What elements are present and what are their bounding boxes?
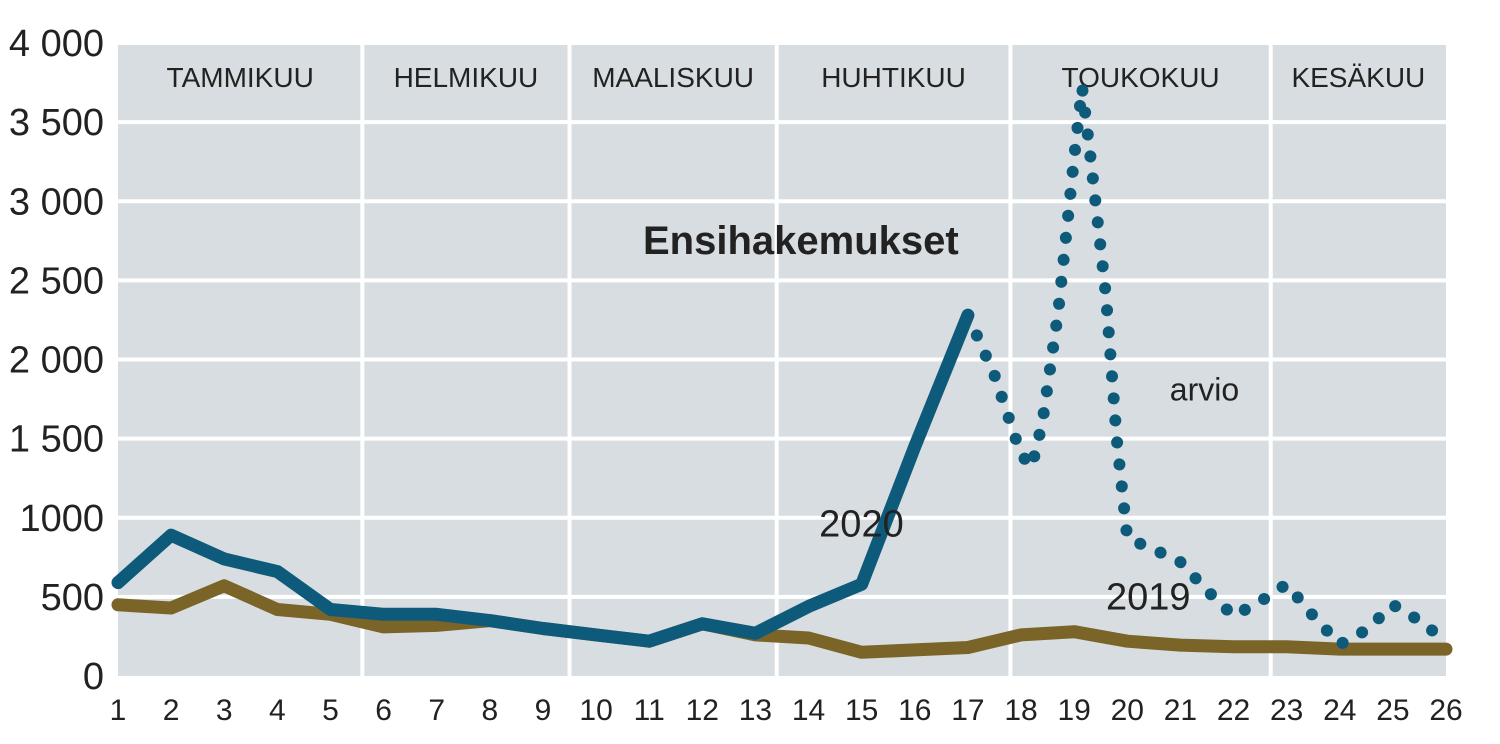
series-2020-line: [111, 308, 975, 648]
month-label-1: HELMIKUU: [394, 62, 539, 93]
y-tick-3000: 3 000: [9, 181, 104, 223]
x-tick-4: 4: [269, 694, 286, 727]
annotation-2019: 2019: [1106, 577, 1191, 619]
x-tick-12: 12: [686, 694, 719, 727]
x-tick-25: 25: [1376, 694, 1409, 727]
month-label-3: HUHTIKUU: [821, 62, 966, 93]
x-tick-9: 9: [535, 694, 552, 727]
x-tick-21: 21: [1164, 694, 1197, 727]
x-tick-6: 6: [375, 694, 392, 727]
x-tick-11: 11: [634, 694, 665, 727]
month-separators: [360, 43, 1273, 676]
y-tick-500: 500: [41, 577, 104, 619]
x-tick-23: 23: [1270, 694, 1303, 727]
y-tick-2500: 2 500: [9, 260, 104, 302]
x-tick-2: 2: [163, 694, 180, 727]
month-label-2: MAALISKUU: [592, 62, 754, 93]
x-tick-16: 16: [898, 694, 931, 727]
x-tick-1: 1: [110, 694, 127, 727]
x-tick-19: 19: [1057, 694, 1090, 727]
y-tick-4000: 4 000: [9, 23, 104, 65]
y-tick-0: 0: [83, 656, 104, 698]
month-label-0: TAMMIKUU: [167, 62, 314, 93]
chart-title: Ensihakemukset: [643, 219, 959, 263]
x-tick-labels: 1 2 3 4 5 6 7 8 9 10 11 12 13 14 15 16 17 18 19 20 21 22 23 24 2…: [110, 694, 1463, 727]
y-tick-1500: 1 500: [9, 419, 104, 461]
annotations: 2020 2019 arvio: [819, 372, 1239, 619]
series-arvio-line: [961, 81, 1452, 651]
series-layer: [111, 81, 1453, 659]
horizontal-gridlines: [118, 41, 1446, 599]
y-tick-labels: 0 500 1000 1 500 2 000 2 500 3 000 3 500 4 000: [9, 23, 104, 698]
x-tick-13: 13: [739, 694, 772, 727]
x-tick-18: 18: [1004, 694, 1037, 727]
x-tick-26: 26: [1429, 694, 1462, 727]
annotation-arvio: arvio: [1170, 372, 1239, 408]
x-tick-22: 22: [1217, 694, 1250, 727]
x-tick-5: 5: [322, 694, 339, 727]
annotation-2020: 2020: [819, 504, 904, 546]
x-tick-14: 14: [792, 694, 825, 727]
x-tick-10: 10: [579, 694, 612, 727]
x-tick-24: 24: [1323, 694, 1356, 727]
x-tick-17: 17: [951, 694, 984, 727]
month-label-5: KESÄKUU: [1291, 62, 1425, 93]
y-tick-3500: 3 500: [9, 102, 104, 144]
x-tick-7: 7: [428, 694, 445, 727]
x-tick-8: 8: [481, 694, 498, 727]
x-tick-15: 15: [845, 694, 878, 727]
y-tick-2000: 2 000: [9, 340, 104, 382]
y-tick-1000: 1000: [19, 498, 104, 540]
x-tick-3: 3: [216, 694, 233, 727]
x-tick-20: 20: [1111, 694, 1144, 727]
